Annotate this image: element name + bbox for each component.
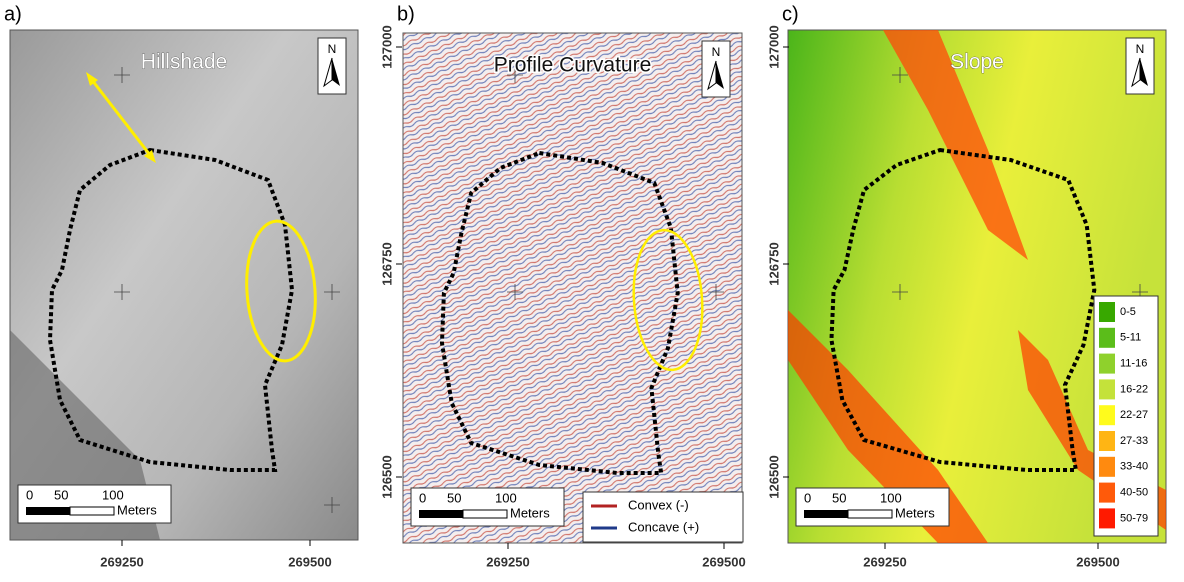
x-tick-label: 269500 (288, 554, 331, 569)
graticule-cross (507, 284, 523, 300)
legend-swatch (1099, 353, 1115, 374)
graticule-cross (114, 67, 130, 83)
arrow-head (86, 72, 156, 163)
map-title: Hillshade (141, 51, 227, 74)
legend-box (582, 491, 744, 543)
north-arrow: N (317, 37, 347, 95)
landslide-outline (47, 147, 295, 472)
scale-tick-label: 100 (495, 490, 517, 505)
legend-label: 27-33 (1120, 435, 1148, 447)
graticule-cross (708, 284, 724, 300)
y-tick-label: 127000 (766, 25, 781, 68)
scale-bar-white (462, 509, 508, 519)
graticule-cross (114, 284, 130, 300)
slope-legend: 0-5 5-11 11-16 16-22 22-27 27-33 33-40 40-50 50-… (1093, 295, 1159, 537)
legend-swatch (1099, 508, 1115, 529)
north-label: N (328, 42, 337, 56)
x-tick-label: 269500 (1076, 554, 1119, 569)
scale-tick-label: 50 (54, 487, 68, 502)
legend-swatch (1099, 379, 1115, 400)
legend-label: 0-5 (1120, 306, 1136, 318)
legend-label: 5-11 (1120, 332, 1141, 344)
legend-swatch (1099, 405, 1115, 426)
x-tick-label: 269250 (486, 554, 529, 569)
north-label: N (1136, 42, 1145, 56)
y-tick-label: 126500 (766, 455, 781, 498)
panel-label: c) (782, 3, 799, 25)
legend-label: 40-50 (1120, 487, 1148, 499)
scale-tick-label: 0 (26, 487, 33, 502)
y-tick-label: 126500 (379, 455, 394, 498)
legend-swatch (1099, 327, 1115, 348)
north-arrow-shape (1140, 58, 1148, 86)
scale-tick-label: 100 (880, 490, 902, 505)
scale-bar-box (795, 487, 950, 527)
highlight-ellipse (245, 219, 317, 363)
x-tick-label: 269250 (100, 554, 143, 569)
scale-bar-black (26, 507, 70, 515)
legend-label: 22-27 (1120, 409, 1148, 421)
scale-unit: Meters (117, 502, 157, 517)
legend-swatch (1099, 302, 1115, 322)
scale-bar-black (804, 510, 848, 518)
landslide-outline (829, 147, 1097, 472)
legend-label: Convex (-) (628, 497, 689, 512)
x-tick-label: 269250 (863, 554, 906, 569)
legend-label: 50-79 (1120, 512, 1148, 524)
steep-zone (883, 30, 1028, 260)
graticule-cross (892, 67, 908, 83)
legend-label: 33-40 (1120, 461, 1148, 473)
scale-tick-label: 50 (447, 490, 461, 505)
map-title: Slope (950, 51, 1004, 74)
legend-swatch (1099, 431, 1115, 451)
scale-bar-box (410, 487, 565, 527)
north-arrow: N (1125, 37, 1155, 95)
map-background (402, 32, 743, 544)
scale-bar-box (17, 484, 172, 524)
map-title: Profile Curvature (494, 54, 652, 77)
scale-unit: Meters (510, 505, 550, 520)
north-arrow-shape (716, 61, 724, 89)
direction-arrow (90, 79, 152, 156)
legend-label: Concave (+) (628, 519, 699, 534)
landslide-outline (439, 150, 680, 475)
y-tick-label: 127000 (379, 25, 394, 68)
north-label: N (712, 45, 721, 59)
graticule-cross (892, 284, 908, 300)
graticule-cross (324, 284, 340, 300)
scale-tick-label: 100 (102, 487, 124, 502)
legend-swatch (1099, 482, 1115, 503)
north-arrow-shape (332, 58, 340, 86)
scale-tick-label: 0 (419, 490, 426, 505)
panel-label: b) (397, 3, 415, 25)
y-tick-label: 126750 (766, 242, 781, 285)
scale-tick-label: 50 (832, 490, 846, 505)
graticule-cross (324, 497, 340, 513)
highlight-ellipse (632, 228, 704, 372)
panel-label: a) (4, 3, 22, 25)
scale-bar-black (419, 510, 463, 518)
legend-swatch (1099, 456, 1115, 477)
graticule-cross (507, 67, 523, 83)
scale-bar-white (69, 506, 115, 516)
legend-label: 16-22 (1120, 383, 1148, 395)
y-tick-label: 126750 (379, 242, 394, 285)
scale-bar-white (847, 509, 893, 519)
scale-tick-label: 0 (804, 490, 811, 505)
north-arrow: N (701, 40, 731, 98)
x-tick-label: 269500 (702, 554, 745, 569)
legend-label: 11-16 (1120, 358, 1147, 370)
curvature-legend: Convex (-) Concave (+) (582, 491, 744, 543)
scale-unit: Meters (895, 505, 935, 520)
